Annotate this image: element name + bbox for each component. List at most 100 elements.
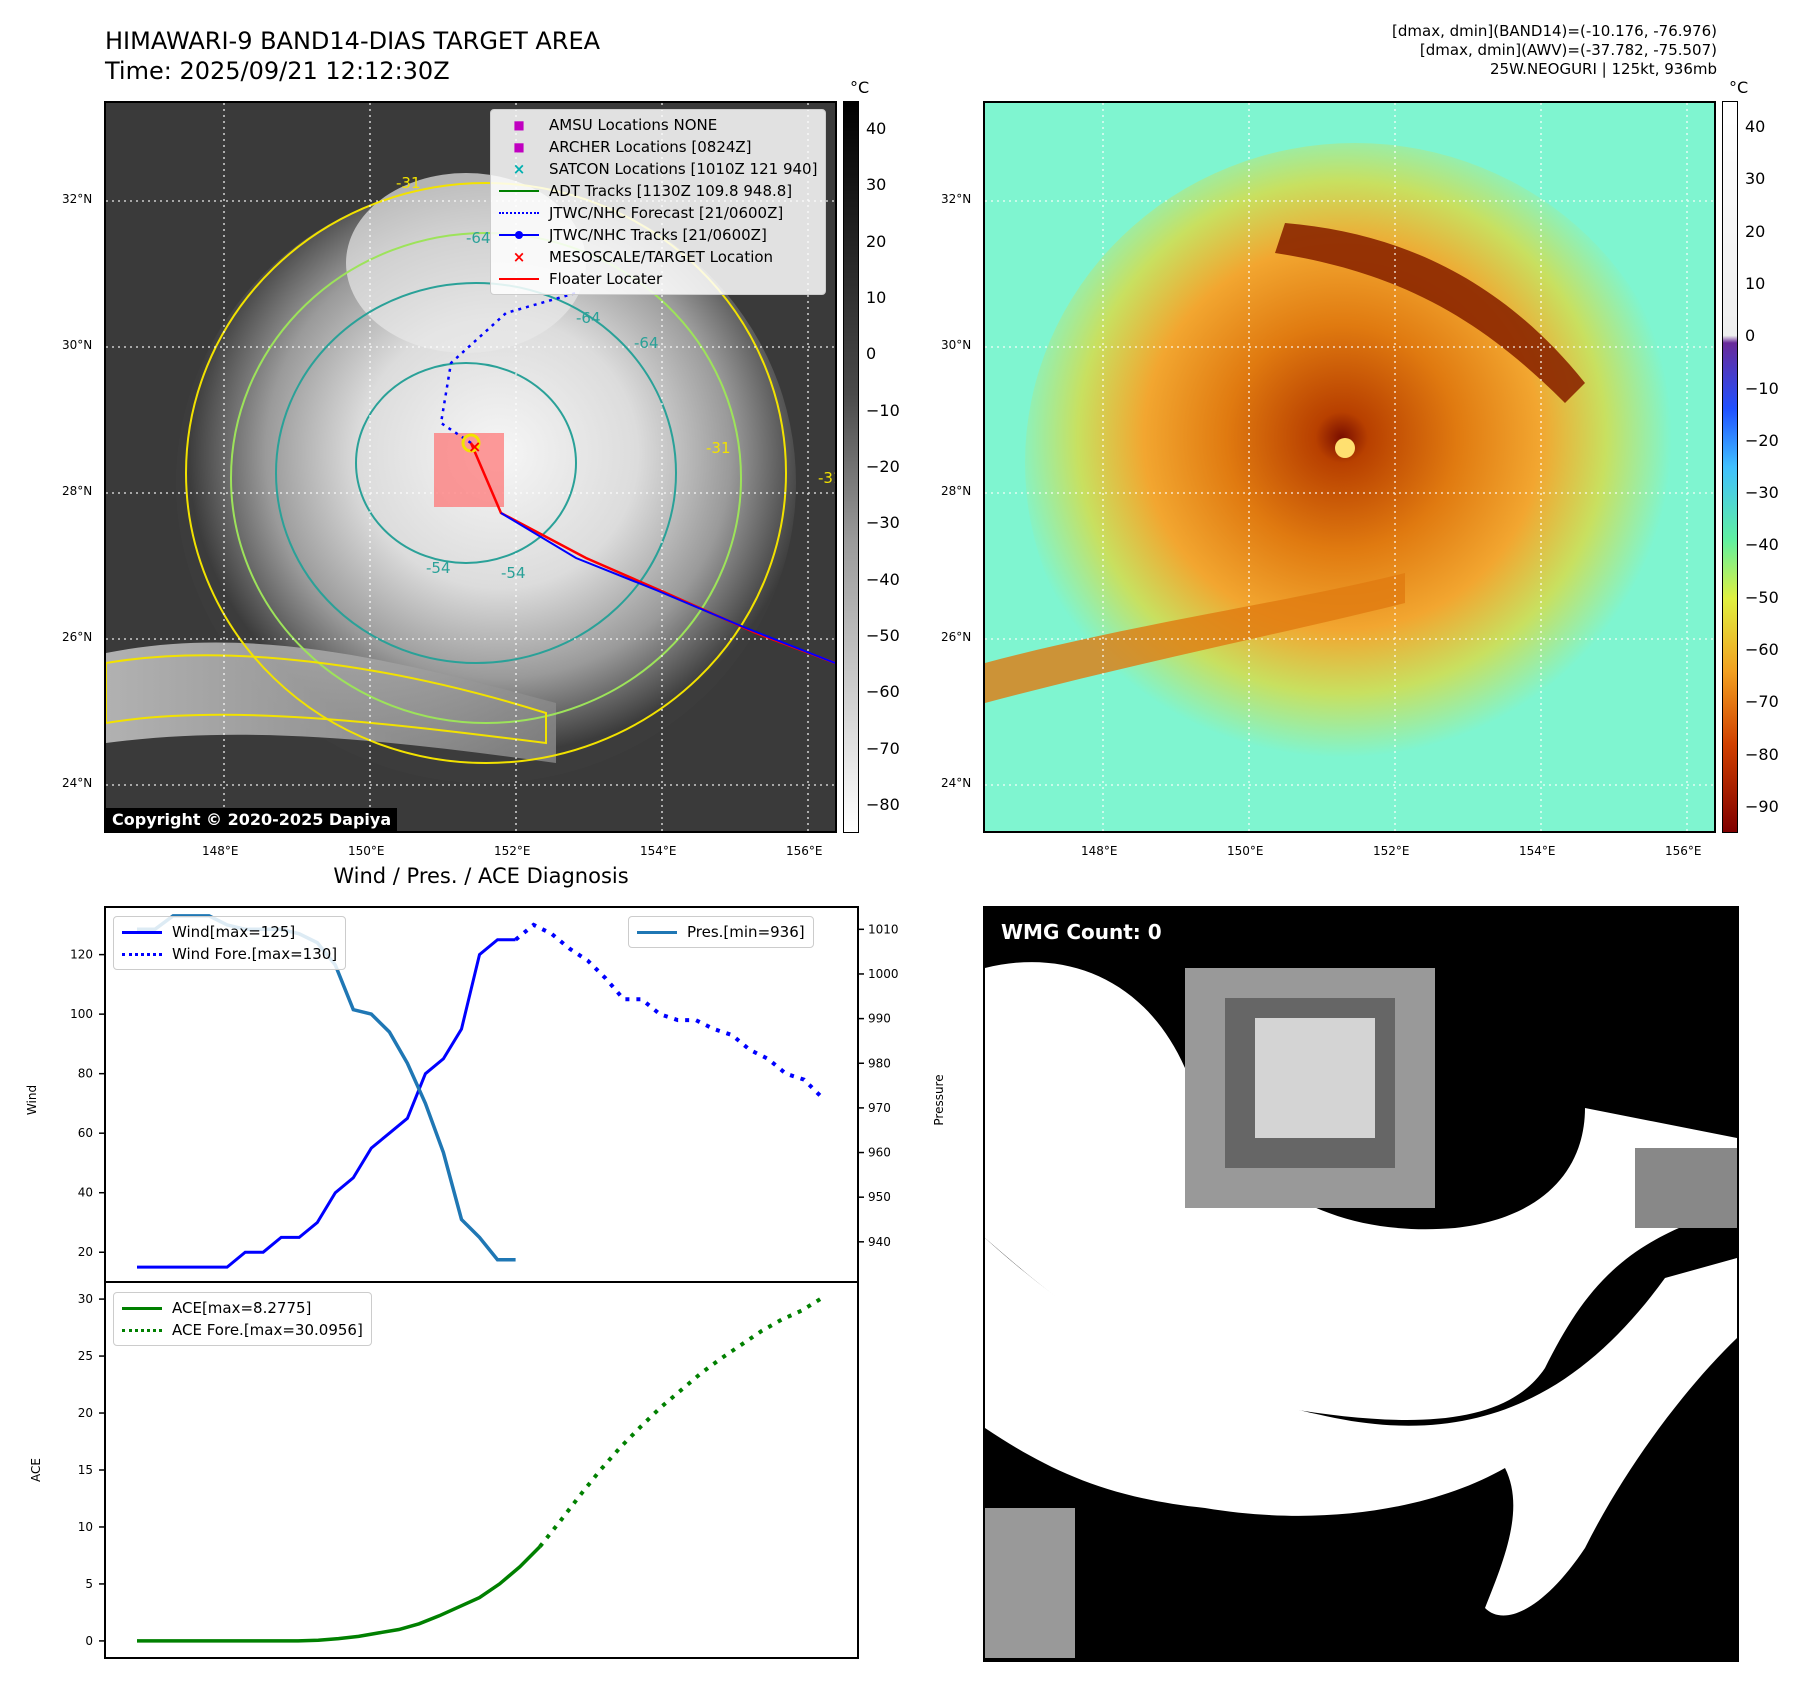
contour-label: -31 (396, 174, 421, 192)
contour-label: -31 (706, 439, 731, 457)
lon-tick: 152°E (494, 844, 531, 858)
wind-series (137, 938, 516, 1269)
awv-colorbar-unit: °C (1729, 78, 1749, 97)
legend-item-satcon: × SATCON Locations [1010Z 121 940] (512, 160, 818, 178)
axis-tick-label: 0 (85, 1634, 93, 1648)
lon-tick: 156°E (786, 844, 823, 858)
colorbar-tick: −90 (1745, 796, 1779, 816)
map-legend: ■ AMSU Locations NONE ■ ARCHER Locations [… (490, 109, 827, 295)
colorbar-tick: 0 (866, 344, 877, 364)
colorbar-tick: 30 (1745, 169, 1766, 189)
lat-tick: 32°N (62, 192, 93, 206)
wmg-image (985, 908, 1737, 1660)
legend-item-amsu: ■ AMSU Locations NONE (513, 116, 718, 134)
lon-tick: 148°E (1081, 844, 1118, 858)
colorbar-tick: −50 (1745, 587, 1779, 607)
lat-tick: 28°N (941, 484, 972, 498)
lat-tick: 30°N (62, 338, 93, 352)
lat-tick: 28°N (62, 484, 93, 498)
awv-map-panel (983, 101, 1716, 833)
lat-tick: 26°N (62, 630, 93, 644)
title-line-1: HIMAWARI-9 BAND14-DIAS TARGET AREA (105, 27, 601, 55)
lon-tick: 156°E (1665, 844, 1702, 858)
axis-tick-label: 940 (868, 1235, 891, 1249)
legend-item-wind-forecast: Wind Fore.[max=130] (122, 943, 337, 965)
legend-item-pressure: Pres.[min=936] (637, 921, 805, 943)
figure-info: [dmax, dmin](BAND14)=(-10.176, -76.976) … (1392, 22, 1717, 79)
info-line-1: [dmax, dmin](BAND14)=(-10.176, -76.976) (1392, 22, 1717, 40)
colorbar-tick: −60 (866, 682, 900, 702)
svg-text:×: × (468, 437, 481, 456)
colorbar-tick: −50 (866, 625, 900, 645)
axis-tick-label: 960 (868, 1146, 891, 1160)
contour-label: -64 (576, 309, 601, 327)
jtwc-forecast-track (439, 291, 577, 445)
colorbar-tick: 30 (866, 175, 887, 195)
colorbar-tick: 10 (866, 288, 887, 308)
ace-ylabel: ACE (29, 1458, 43, 1482)
awv-map-image (985, 103, 1714, 831)
axis-tick-label: 5 (85, 1577, 93, 1591)
axis-tick-label: 30 (78, 1292, 93, 1306)
axis-tick-label: 100 (70, 1007, 93, 1021)
axis-tick-label: 950 (868, 1190, 891, 1204)
colorbar-tick: 10 (1745, 274, 1766, 293)
legend-item-ace: ACE[max=8.2775] (122, 1297, 363, 1319)
contour-label: -64 (466, 229, 491, 247)
copyright-label: Copyright © 2020-2025 Dapiya (106, 808, 398, 831)
colorbar-tick: −40 (866, 569, 900, 589)
ir-colorbar-unit: °C (850, 78, 870, 97)
axis-tick-label: 60 (78, 1126, 93, 1140)
axis-tick-label: 25 (78, 1349, 93, 1363)
legend-item-adt: ADT Tracks [1130Z 109.8 948.8] (499, 180, 817, 202)
figure-title: HIMAWARI-9 BAND14-DIAS TARGET AREA Time:… (105, 26, 600, 86)
axis-tick-label: 20 (78, 1406, 93, 1420)
colorbar-tick: −10 (1745, 378, 1779, 398)
colorbar-tick: −20 (866, 457, 900, 476)
diagnosis-title: Wind / Pres. / ACE Diagnosis (333, 864, 629, 888)
contour-label: -31 (818, 469, 835, 487)
colorbar-tick: −80 (1745, 744, 1779, 764)
pressure-ylabel: Pressure (932, 1074, 946, 1125)
legend-item-jtwc-tracks: JTWC/NHC Tracks [21/0600Z] (499, 224, 817, 246)
axis-tick-label: 990 (868, 1012, 891, 1026)
pressure-legend: Pres.[min=936] (628, 916, 814, 948)
wmg-panel: WMG Count: 0 (983, 906, 1739, 1662)
lat-tick: 26°N (941, 630, 972, 644)
ace-axis-ticks: 0 5 10 15 20 25 30 (78, 1292, 105, 1648)
colorbar-tick: −60 (1745, 640, 1779, 659)
wmg-count-label: WMG Count: 0 (993, 916, 1170, 948)
axis-tick-label: 1000 (868, 967, 899, 981)
colorbar-tick: −70 (866, 738, 900, 758)
ace-forecast-series (538, 1296, 824, 1548)
lat-tick: 24°N (941, 776, 972, 790)
lon-tick: 150°E (348, 844, 385, 858)
axis-tick-label: 10 (78, 1520, 93, 1534)
legend-item-floater: Floater Locater (499, 268, 817, 290)
colorbar-tick: −30 (866, 513, 900, 533)
lon-tick: 150°E (1227, 844, 1264, 858)
axis-tick-label: 120 (70, 948, 93, 962)
ace-series (137, 1545, 542, 1643)
jtwc-track (500, 512, 835, 664)
colorbar-tick: −80 (866, 794, 900, 814)
wind-forecast-series (514, 922, 824, 1099)
legend-item-jtwc-forecast: JTWC/NHC Forecast [21/0600Z] (499, 202, 817, 224)
axis-tick-label: 80 (78, 1067, 93, 1081)
legend-item-archer: ■ ARCHER Locations [0824Z] (513, 138, 752, 156)
colorbar-tick: 20 (1745, 221, 1766, 241)
colorbar-tick: 20 (866, 231, 887, 251)
contour-label: -64 (634, 334, 659, 352)
contour-label: -54 (501, 564, 526, 582)
axis-tick-label: 20 (78, 1245, 93, 1259)
lon-tick: 154°E (640, 844, 677, 858)
wind-axis-ticks: 20 40 60 80 100 120 (70, 948, 105, 1259)
legend-item-wind: Wind[max=125] (122, 921, 337, 943)
wind-ylabel: Wind (25, 1085, 39, 1115)
colorbar-tick: 0 (1745, 326, 1756, 346)
info-line-2: [dmax, dmin](AWV)=(-37.782, -75.507) (1419, 41, 1717, 59)
lat-tick: 24°N (62, 776, 93, 790)
ir-map-panel: × -31 -64 -64 -64 -31 -31 -54 -54 Copyri… (104, 101, 837, 833)
wind-legend: Wind[max=125] Wind Fore.[max=130] (113, 916, 347, 970)
